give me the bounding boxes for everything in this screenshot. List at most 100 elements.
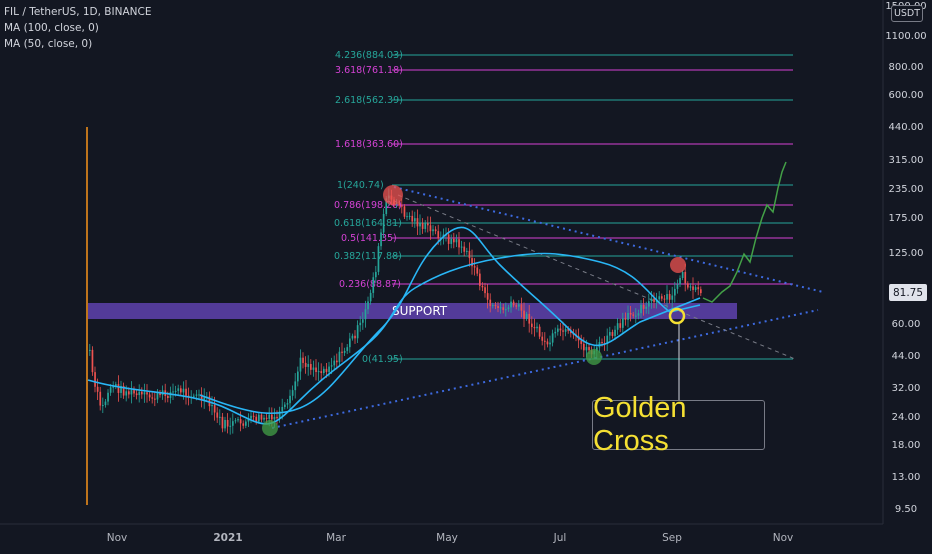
candle-body <box>310 364 312 370</box>
candle-body <box>528 313 531 324</box>
candle-body <box>531 323 533 328</box>
price-tick-label: 175.00 <box>889 213 924 224</box>
candle-body <box>453 238 455 243</box>
candle-body <box>239 419 242 424</box>
candle-body <box>278 411 281 419</box>
candle-body <box>369 292 372 302</box>
price-tick-label: 32.00 <box>892 383 921 394</box>
candle-body <box>507 307 510 310</box>
time-tick-label: Nov <box>107 532 128 544</box>
candle-body <box>174 390 177 392</box>
candle-body <box>689 286 692 288</box>
candle-body <box>185 388 187 396</box>
candle-body <box>492 305 494 307</box>
candle-body <box>367 301 369 310</box>
candle-body <box>299 357 302 372</box>
time-tick-label: May <box>436 532 458 544</box>
candle-body <box>416 218 419 227</box>
candle-body <box>484 287 486 294</box>
candle-body <box>541 336 544 341</box>
time-tick-label: Mar <box>326 532 346 544</box>
candle-body <box>632 314 635 316</box>
candle-body <box>554 331 557 334</box>
candle-body <box>219 416 221 418</box>
candle-body <box>668 294 671 300</box>
candle-body <box>130 390 133 395</box>
candle-body <box>635 315 637 317</box>
candle-body <box>234 420 237 422</box>
sep-marker-red <box>670 257 686 273</box>
candle-body <box>268 414 271 419</box>
fib-label: 0.236(88.87) <box>339 279 401 290</box>
candle-body <box>538 326 541 337</box>
price-tick-label: 44.00 <box>892 351 921 362</box>
candle-body <box>232 421 234 426</box>
candle-body <box>221 416 224 429</box>
candle-body <box>536 326 538 329</box>
price-tick-label: 13.00 <box>892 472 921 483</box>
candle-body <box>375 271 377 278</box>
jul-marker-green <box>586 349 602 365</box>
fib-label: 0(41.95) <box>362 354 403 365</box>
candle-body <box>323 368 325 374</box>
dashed-diagonal <box>397 194 796 360</box>
candle-body <box>289 395 291 404</box>
candle-body <box>414 218 416 222</box>
candle-body <box>458 239 460 248</box>
candle-body <box>117 384 120 393</box>
candle-body <box>663 298 666 300</box>
candle-body <box>463 246 466 252</box>
candle-body <box>336 360 338 363</box>
top-marker-red <box>383 185 403 205</box>
candle-body <box>294 381 297 391</box>
price-tick-label: 24.00 <box>892 412 921 423</box>
candle-body <box>588 347 590 351</box>
time-tick-label: 2021 <box>213 532 242 544</box>
candle-body <box>364 309 367 320</box>
candle-body <box>143 392 146 395</box>
candle-body <box>684 271 687 284</box>
candle-body <box>291 390 294 396</box>
fib-label: 1.618(363.60) <box>335 139 403 150</box>
candle-body <box>421 223 424 229</box>
price-tick-label: 1100.00 <box>885 31 926 42</box>
candle-body <box>154 398 156 400</box>
candle-body <box>200 394 203 401</box>
candle-body <box>359 322 362 326</box>
candle-body <box>671 295 674 300</box>
candle-body <box>518 304 520 307</box>
candle-body <box>580 340 583 344</box>
candle-body <box>177 388 180 391</box>
candle-body <box>674 288 676 296</box>
candle-body <box>151 397 154 399</box>
projection-path <box>702 161 787 303</box>
candle-body <box>468 250 471 259</box>
candle-body <box>432 229 434 232</box>
candle-body <box>653 298 655 303</box>
candle-body <box>315 367 317 372</box>
candle-body <box>213 405 216 413</box>
ma50-legend[interactable]: MA (50, close, 0) <box>4 38 93 50</box>
fib-label: 4.236(884.03) <box>335 50 403 61</box>
candle-body <box>650 298 653 302</box>
candle-body <box>681 271 684 279</box>
candle-body <box>354 335 356 339</box>
time-tick-label: Jul <box>553 532 567 544</box>
candle-body <box>546 341 549 345</box>
currency-tag[interactable]: USDT <box>891 5 923 22</box>
candle-body <box>356 325 359 339</box>
candle-body <box>169 392 172 399</box>
candle-body <box>523 310 525 319</box>
candle-body <box>525 313 528 319</box>
candle-body <box>642 304 645 309</box>
ma100-legend[interactable]: MA (100, close, 0) <box>4 22 99 34</box>
candle-body <box>122 385 125 396</box>
candle-body <box>242 423 245 426</box>
fib-label: 3.618(761.18) <box>335 65 403 76</box>
candle-body <box>564 329 567 332</box>
candle-body <box>499 307 502 309</box>
symbol-title[interactable]: FIL / TetherUS, 1D, BINANCE <box>4 6 152 18</box>
candle-body <box>146 392 148 395</box>
candle-body <box>676 284 679 289</box>
